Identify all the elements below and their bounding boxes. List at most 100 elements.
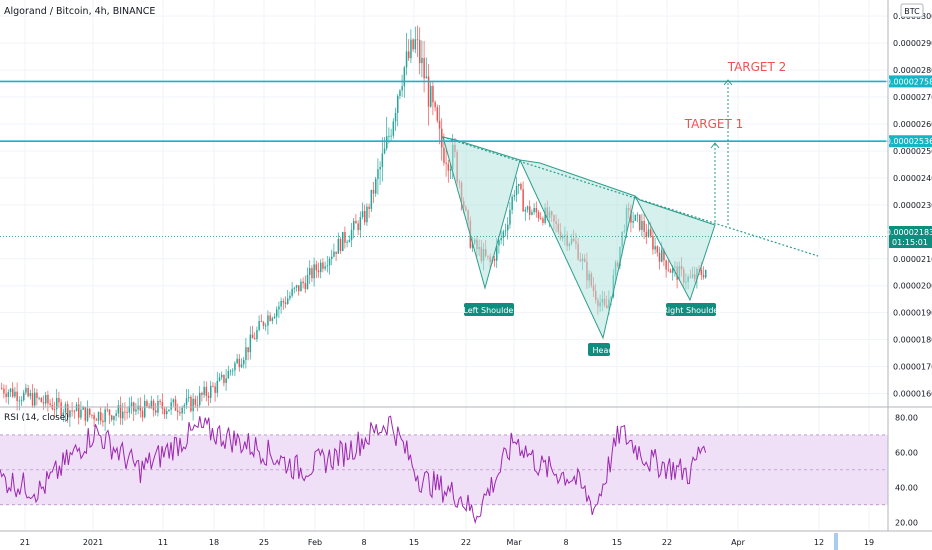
candle-body <box>493 258 496 261</box>
candle-body <box>89 408 91 415</box>
candle-body <box>267 315 269 326</box>
time-tick-label: 22 <box>461 538 471 547</box>
time-tick-label: 15 <box>612 538 622 547</box>
pattern-label: Left Shoulder <box>463 306 517 315</box>
rsi-line <box>0 415 707 525</box>
pattern-label-box <box>464 303 514 316</box>
candle-body <box>214 386 216 393</box>
candle-body <box>210 385 212 398</box>
candle-body <box>425 76 428 79</box>
candle-body <box>282 300 285 303</box>
candle-body <box>544 207 546 223</box>
candle-body <box>388 135 390 137</box>
candle-body <box>284 302 287 304</box>
candle-body <box>447 163 450 171</box>
candle-body <box>342 231 344 251</box>
head-and-shoulders-pattern: Left Shoulder Head Right Shoulder <box>442 136 819 356</box>
candle-body <box>223 374 225 383</box>
candle-body <box>498 240 500 246</box>
candle-body <box>141 410 144 418</box>
candle-body <box>702 274 705 278</box>
candle-body <box>273 316 276 319</box>
candle-body <box>645 231 648 237</box>
neckline <box>442 136 819 257</box>
price-tick-label: 0.00002100 <box>893 255 932 264</box>
candle-body <box>31 393 34 406</box>
candle-body <box>12 388 14 397</box>
candle-body <box>84 407 87 421</box>
candle-body <box>441 128 443 148</box>
candle-body <box>93 415 95 420</box>
candle-body <box>130 402 133 407</box>
candle-body <box>500 237 502 241</box>
pattern-label: Head <box>593 346 614 355</box>
candle-body <box>421 57 423 64</box>
candle-body <box>513 194 516 197</box>
candle-body <box>353 220 355 230</box>
candle-body <box>216 380 219 393</box>
candle-body <box>419 40 421 64</box>
candle-body <box>280 300 282 307</box>
candle-body <box>27 388 29 397</box>
candle-body <box>672 267 674 273</box>
candle-body <box>179 412 181 414</box>
candle-body <box>56 397 58 410</box>
candle-body <box>507 224 509 231</box>
candle-body <box>366 206 368 223</box>
candle-body <box>82 407 84 410</box>
candle-body <box>632 220 634 223</box>
candle-body <box>38 397 40 399</box>
candle-body <box>251 334 254 339</box>
candle-body <box>405 51 408 68</box>
time-tick-label: 12 <box>814 538 824 547</box>
candle-body <box>227 370 230 379</box>
candle-body <box>64 404 67 413</box>
candle-body <box>152 400 155 411</box>
level-price-tag <box>889 135 932 148</box>
rsi-label: RSI (14, close) <box>4 413 69 423</box>
candle-body <box>106 409 109 411</box>
candle-body <box>161 401 164 409</box>
last-price-countdown: 01:15:01 <box>892 238 928 247</box>
candle-body <box>654 246 656 250</box>
price-tick-label: 0.00001700 <box>893 363 932 372</box>
candle-body <box>359 217 362 231</box>
candle-body <box>144 400 146 418</box>
candle-body <box>245 347 247 360</box>
candle-body <box>47 394 49 404</box>
candle-body <box>159 400 161 402</box>
candle-body <box>432 85 434 103</box>
rsi-tick-label: 60.00 <box>895 448 918 457</box>
candle-body <box>146 400 148 407</box>
candle-body <box>194 398 197 405</box>
level-price-label: 0.00002536 <box>886 137 932 146</box>
candle-body <box>700 269 703 275</box>
candle-body <box>377 169 379 179</box>
candle-body <box>73 410 76 412</box>
time-tick-label: 21 <box>20 538 30 547</box>
candle-body <box>355 220 357 224</box>
target-levels: 0.00002758 0.00002536 TARGET 1 TARGET 2 <box>0 60 932 237</box>
time-tick-label: 8 <box>563 538 568 547</box>
price-tick-label: 0.00001800 <box>893 336 932 345</box>
candle-body <box>414 39 417 50</box>
candle-body <box>542 218 544 223</box>
candle-body <box>526 206 529 210</box>
candle-body <box>401 86 403 91</box>
candle-body <box>309 268 311 275</box>
scroll-marker <box>834 533 838 550</box>
time-tick-label: Mar <box>506 538 522 547</box>
candle-body <box>240 364 243 368</box>
candle-body <box>78 404 80 418</box>
currency-badge[interactable]: BTC <box>900 3 924 18</box>
price-tick-label: 0.00001900 <box>893 309 932 318</box>
candle-body <box>199 392 201 406</box>
candle-body <box>302 281 304 284</box>
candle-body <box>663 249 665 261</box>
candle-body <box>135 409 137 412</box>
candle-body <box>643 221 645 232</box>
time-tick-label: 19 <box>864 538 874 547</box>
candle-body <box>196 404 199 406</box>
